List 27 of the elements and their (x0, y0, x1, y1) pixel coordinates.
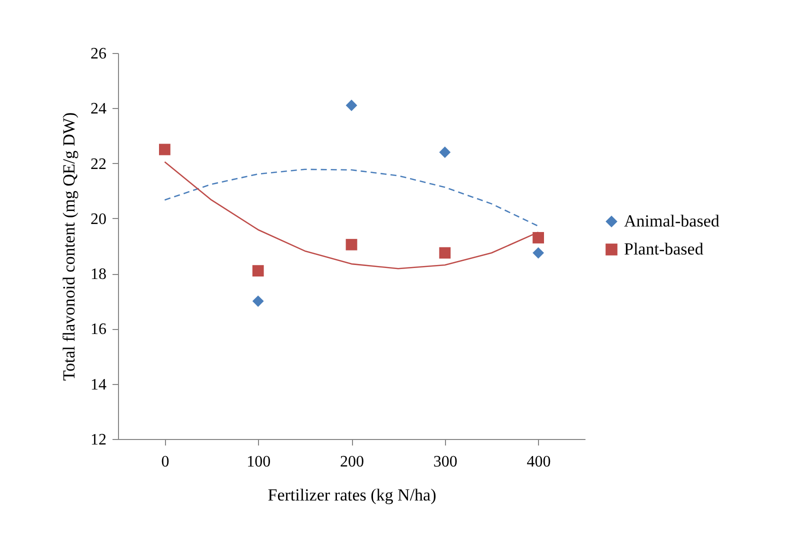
x-tick-label: 100 (246, 454, 271, 470)
point (532, 232, 544, 244)
point (252, 265, 264, 277)
legend-label: Plant-based (624, 240, 704, 258)
y-tick-label: 20 (90, 210, 106, 228)
y-axis-title: Total flavonoid content (mg QE/g DW) (60, 112, 78, 381)
x-tick-label: 200 (340, 454, 364, 470)
x-tick-label: 0 (161, 454, 170, 470)
y-tick-label: 12 (90, 432, 106, 448)
x-tick-label: 400 (526, 454, 551, 470)
point (346, 238, 358, 250)
point (532, 247, 544, 259)
y-tick-label: 16 (90, 321, 106, 338)
y-tick-label: 22 (90, 156, 106, 173)
x-tick-label: 300 (433, 454, 458, 470)
point (159, 144, 170, 156)
y-tick-label: 26 (90, 46, 106, 62)
point (252, 295, 264, 307)
y-tick-label: 24 (90, 100, 106, 118)
line-series (164, 168, 539, 227)
point (439, 247, 451, 259)
point (346, 100, 358, 112)
legend-label: Animal-based (624, 212, 720, 230)
y-tick-label: 18 (90, 266, 106, 284)
point (439, 146, 451, 158)
y-tick-label: 14 (90, 376, 106, 394)
x-axis-title: Fertilizer rates (kg N/ha) (268, 486, 436, 504)
